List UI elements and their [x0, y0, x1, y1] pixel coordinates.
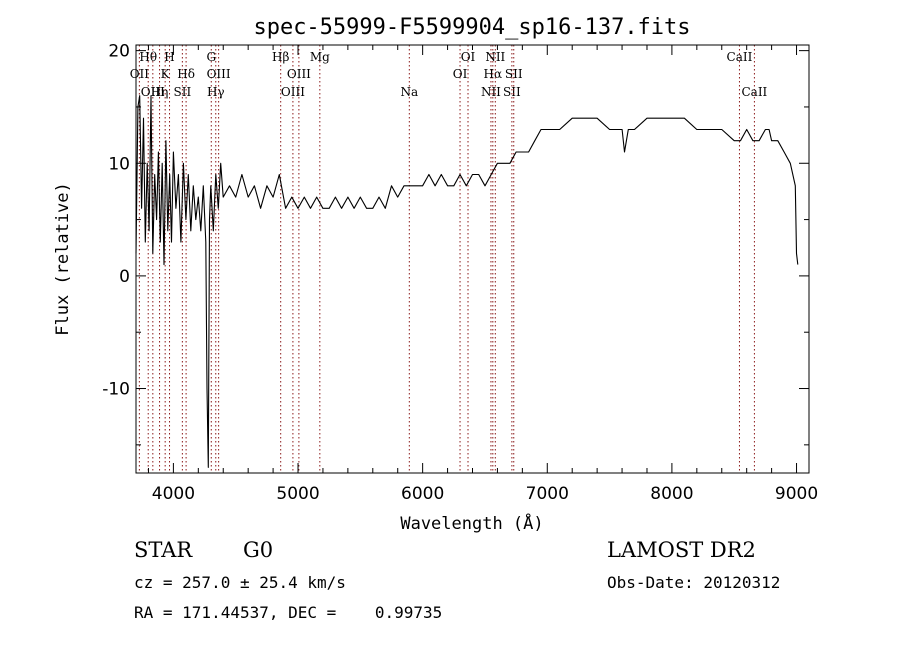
x-tick-label: 4000 [152, 484, 195, 504]
marker-label: Hα [484, 67, 503, 81]
marker-label: OI [453, 67, 468, 81]
y-tick-label: 10 [108, 154, 130, 174]
survey-name: LAMOST DR2 [607, 538, 756, 562]
marker-label: G [206, 50, 216, 64]
y-tick-label: 20 [108, 42, 130, 62]
axis-ticks: -10 0 10 20 4000 5000 6000 7000 8000 9000 [102, 42, 818, 504]
plot-frame [135, 44, 810, 474]
marker-label: Na [400, 85, 418, 99]
marker-label: CaII [741, 85, 767, 99]
spectrum-line [135, 95, 799, 468]
marker-label: CaII [727, 50, 753, 64]
marker-label: NII [485, 50, 505, 64]
marker-label: OIII [141, 85, 165, 99]
object-subclass: G0 [243, 538, 274, 562]
marker-label: Mg [310, 50, 330, 64]
marker-label: NII [481, 85, 501, 99]
coordinates: RA = 171.44537, DEC = 0.99735 [134, 603, 443, 622]
observation-date: Obs-Date: 20120312 [607, 573, 781, 592]
x-tick-label: 9000 [775, 484, 818, 504]
marker-label: SII [503, 85, 521, 99]
x-axis-label: Wavelength (Å) [400, 512, 543, 534]
marker-label: Hη [151, 85, 169, 99]
marker-label: Hβ [272, 50, 289, 64]
marker-label: Hθ [139, 50, 157, 64]
x-tick-label: 7000 [526, 484, 569, 504]
redshift-value: cz = 257.0 ± 25.4 km/s [134, 573, 346, 592]
marker-label: Hγ [207, 85, 225, 99]
y-tick-label: 0 [119, 267, 130, 287]
spectrum-series [135, 95, 799, 468]
marker-label: OIII [287, 67, 311, 81]
x-tick-label: 6000 [401, 484, 444, 504]
marker-label: SII [174, 85, 192, 99]
marker-label: SII [505, 67, 523, 81]
x-tick-label: 5000 [276, 484, 319, 504]
object-class: STAR [134, 538, 193, 562]
chart-title: spec-55999-F5599904_sp16-137.fits [253, 15, 690, 40]
marker-label: OIII [281, 85, 305, 99]
marker-label: OII [130, 67, 150, 81]
marker-label: OIII [207, 67, 231, 81]
marker-label: OI [461, 50, 476, 64]
marker-label: Hδ [177, 67, 195, 81]
y-axis-label: Flux (relative) [53, 182, 73, 336]
marker-label: H [164, 50, 174, 64]
marker-label: K [161, 67, 171, 81]
x-tick-label: 8000 [650, 484, 693, 504]
spectral-line-markers: OIIHθOIIIHηKHSIIHδGHγOIIIHβOIIIOIIIMgNaO… [130, 45, 768, 473]
y-tick-label: -10 [102, 380, 130, 400]
